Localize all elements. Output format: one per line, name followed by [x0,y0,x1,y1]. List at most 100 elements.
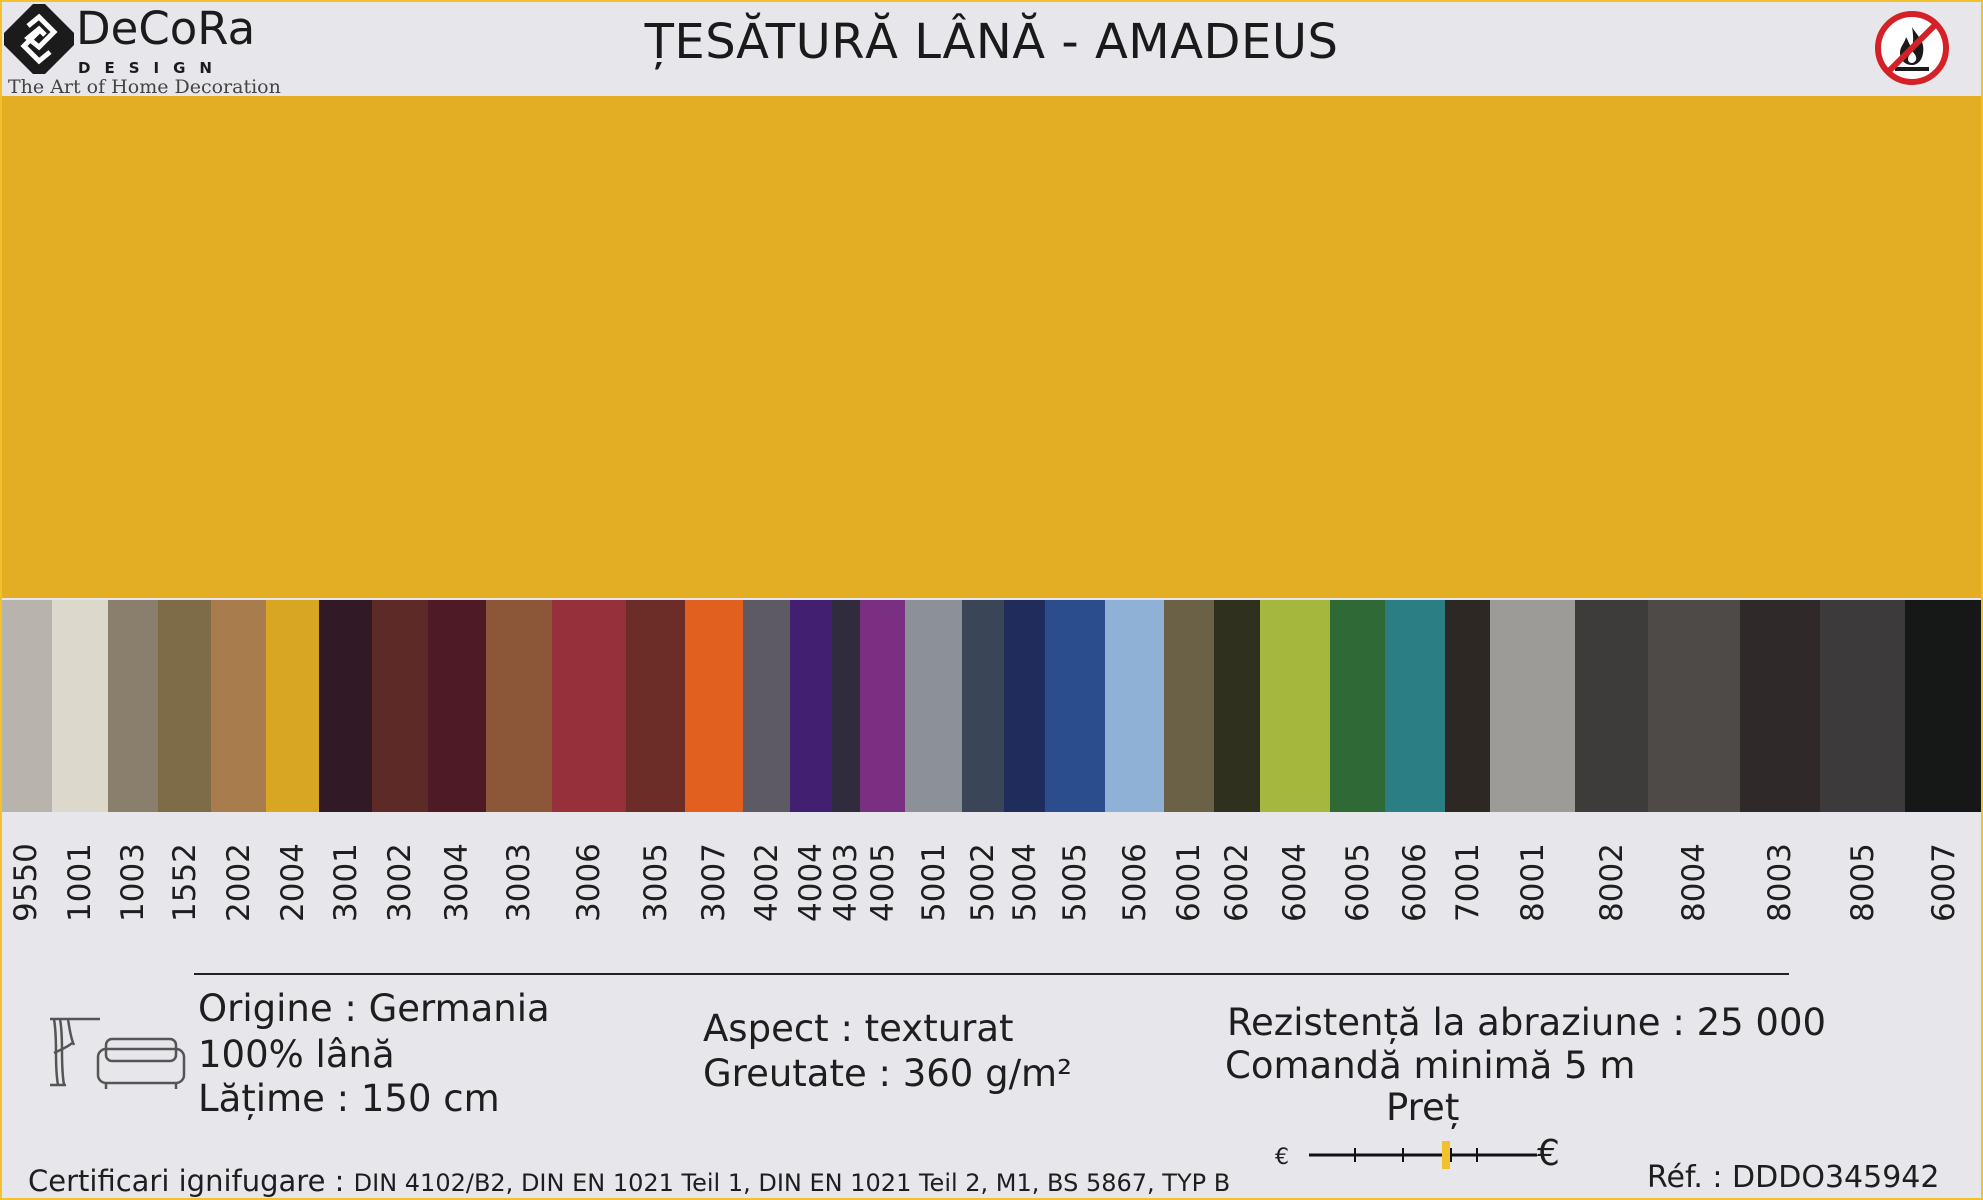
spec-width: Lățime : 150 cm [198,1077,500,1120]
color-swatch-6005[interactable] [1330,600,1385,812]
color-code-2004: 2004 [275,843,311,922]
color-swatch-5005[interactable] [1045,600,1105,812]
color-code-3007: 3007 [696,843,732,922]
color-swatch-9550[interactable] [0,600,52,812]
header: DeCoRa DESIGN The Art of Home Decoration… [0,0,1983,98]
color-swatch-5001[interactable] [905,600,962,812]
color-code-8002: 8002 [1594,843,1630,922]
color-code-1552: 1552 [167,843,203,922]
color-code-6002: 6002 [1219,843,1255,922]
color-swatch-strip [0,600,1983,812]
main-fabric-swatch [0,96,1983,598]
color-code-1003: 1003 [115,843,151,922]
color-code-3004: 3004 [439,843,475,922]
color-swatch-2004[interactable] [266,600,319,812]
spec-aspect: Aspect : texturat [703,1007,1014,1050]
color-code-3006: 3006 [571,843,607,922]
color-code-6007: 6007 [1926,843,1962,922]
page-title: ȚESĂTURĂ LÂNĂ - AMADEUS [644,14,1339,70]
usage-icons [50,1017,186,1089]
brand-name: DeCoRa [76,2,256,55]
logo-mark-icon [4,4,74,74]
color-code-2002: 2002 [221,843,257,922]
color-code-9550: 9550 [8,843,44,922]
color-code-4002: 4002 [749,843,785,922]
color-swatch-3005[interactable] [626,600,685,812]
color-swatch-4002[interactable] [743,600,790,812]
price-high-symbol: € [1537,1133,1560,1174]
color-swatch-3002[interactable] [372,600,428,812]
color-code-6001: 6001 [1171,843,1207,922]
reference-code: Réf. : DDDO345942 [1647,1160,1940,1195]
color-swatch-3003[interactable] [486,600,552,812]
price-scale: € € [1275,1133,1585,1177]
color-swatch-4003[interactable] [832,600,860,812]
color-swatch-6001[interactable] [1164,600,1214,812]
color-swatch-1003[interactable] [108,600,158,812]
fire-certifications: Certificari ignifugare : DIN 4102/B2, DI… [28,1164,1230,1198]
color-swatch-8003[interactable] [1740,600,1820,812]
color-code-7001: 7001 [1450,843,1486,922]
color-code-labels: 9550 1001 1003 1552 2002 2004 3001 3002 3004 3003… [0,812,1983,932]
color-code-6006: 6006 [1397,843,1433,922]
color-code-4005: 4005 [865,843,901,922]
color-swatch-5004[interactable] [1004,600,1045,812]
color-swatch-8001[interactable] [1490,600,1575,812]
color-swatch-7001[interactable] [1445,600,1490,812]
spec-origin: Origine : Germania [198,987,550,1030]
color-swatch-6007[interactable] [1905,600,1983,812]
color-swatch-4004[interactable] [790,600,832,812]
price-level-marker [1442,1141,1450,1169]
price-label: Preț [1386,1086,1460,1129]
color-code-4003: 4003 [828,843,864,922]
color-code-5001: 5001 [916,843,952,922]
fire-retardant-icon [1875,11,1949,85]
color-swatch-3001[interactable] [319,600,372,812]
curtain-icon [50,1017,100,1087]
color-code-5006: 5006 [1117,843,1153,922]
color-swatch-6002[interactable] [1214,600,1260,812]
color-swatch-3007[interactable] [685,600,743,812]
color-swatch-6004[interactable] [1260,600,1330,812]
color-code-4004: 4004 [793,843,829,922]
color-swatch-6006[interactable] [1385,600,1445,812]
spec-abrasion: Rezistență la abraziune : 25 000 [1227,1001,1827,1044]
color-code-3003: 3003 [501,843,537,922]
color-swatch-5006[interactable] [1105,600,1164,812]
color-code-6004: 6004 [1277,843,1313,922]
color-swatch-1552[interactable] [158,600,211,812]
color-swatch-4005[interactable] [860,600,905,812]
color-code-8001: 8001 [1515,843,1551,922]
spec-weight: Greutate : 360 g/m² [703,1052,1072,1095]
color-code-3005: 3005 [638,843,674,922]
spec-composition: 100% lână [198,1033,395,1076]
color-code-1001: 1001 [62,843,98,922]
color-swatch-3006[interactable] [552,600,626,812]
color-code-5002: 5002 [965,843,1001,922]
color-code-6005: 6005 [1340,843,1376,922]
brand-logo: DeCoRa DESIGN The Art of Home Decoration [4,2,281,98]
divider-line [194,973,1789,975]
color-code-8004: 8004 [1676,843,1712,922]
spec-min-order: Comandă minimă 5 m [1225,1044,1636,1087]
color-swatch-8005[interactable] [1820,600,1905,812]
color-code-3001: 3001 [328,843,364,922]
color-code-8005: 8005 [1845,843,1881,922]
price-scale-bar [1309,1141,1537,1169]
color-swatch-5002[interactable] [962,600,1004,812]
certifications-label: Certificari ignifugare : [28,1164,354,1198]
color-swatch-1001[interactable] [52,600,108,812]
color-swatch-2002[interactable] [211,600,266,812]
price-low-symbol: € [1275,1145,1289,1170]
color-swatch-8002[interactable] [1575,600,1648,812]
color-code-3002: 3002 [382,843,418,922]
color-code-5005: 5005 [1057,843,1093,922]
brand-subtitle: DESIGN [78,59,226,77]
sofa-icon [96,1037,186,1089]
color-swatch-8004[interactable] [1648,600,1740,812]
color-swatch-3004[interactable] [428,600,486,812]
color-code-8003: 8003 [1762,843,1798,922]
color-code-5004: 5004 [1007,843,1043,922]
brand-tagline: The Art of Home Decoration [8,76,281,98]
certifications-value: DIN 4102/B2, DIN EN 1021 Teil 1, DIN EN … [353,1169,1231,1197]
